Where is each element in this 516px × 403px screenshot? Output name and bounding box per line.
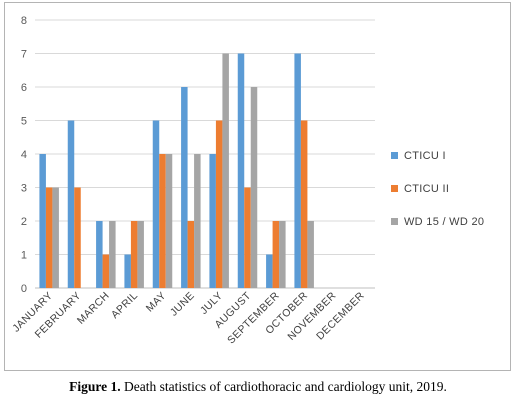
bar-wd-15-wd-20-march <box>109 221 116 288</box>
y-tick-label: 4 <box>21 149 27 161</box>
bar-wd-15-wd-20-june <box>194 154 201 288</box>
bar-wd-15-wd-20-october <box>307 221 314 288</box>
bar-wd-15-wd-20-january <box>52 187 59 288</box>
bar-cticu-i-february <box>67 120 75 288</box>
y-tick-label: 0 <box>21 283 27 295</box>
bar-cticu-i-may <box>152 120 160 288</box>
bar-cticu-ii-may <box>159 154 166 288</box>
bar-cticu-i-august <box>237 53 245 288</box>
x-tick-label: MAY <box>144 290 169 315</box>
bar-cticu-i-september <box>266 254 273 288</box>
bar-cticu-ii-february <box>74 187 81 288</box>
bar-cticu-ii-march <box>102 254 110 288</box>
legend-swatch-series-3 <box>391 218 398 225</box>
caption-text: Death statistics of cardiothoracic and c… <box>120 379 447 394</box>
bar-cticu-i-july <box>209 154 216 288</box>
bar-wd-15-wd-20-july <box>222 53 229 288</box>
legend-label-series-1: CTICU I <box>404 150 446 162</box>
bar-cticu-ii-april <box>130 221 138 288</box>
bar-wd-15-wd-20-may <box>165 154 173 288</box>
bar-cticu-ii-september <box>272 221 280 288</box>
bar-cticu-ii-august <box>244 187 251 288</box>
bar-cticu-i-june <box>181 87 188 288</box>
bar-cticu-i-april <box>124 254 131 288</box>
bar-cticu-i-october <box>294 53 301 288</box>
bar-cticu-ii-july <box>215 120 223 288</box>
y-tick-label: 3 <box>21 183 27 195</box>
legend-swatch-series-1 <box>391 152 398 159</box>
bar-cticu-i-march <box>96 221 103 288</box>
bar-cticu-ii-october <box>300 120 308 288</box>
y-axis-ticks: 0 1 2 3 4 5 6 7 8 <box>21 15 27 295</box>
bar-wd-15-wd-20-september <box>279 221 286 288</box>
y-tick-label: 2 <box>21 216 27 228</box>
legend-swatch-series-2 <box>391 185 398 192</box>
figure-frame <box>4 2 511 371</box>
y-tick-label: 7 <box>21 49 27 61</box>
y-tick-label: 5 <box>21 116 27 128</box>
legend-label-series-3: WD 15 / WD 20 <box>404 216 485 228</box>
bar-wd-15-wd-20-april <box>137 221 144 288</box>
y-tick-label: 8 <box>21 15 27 27</box>
gridlines <box>35 19 375 289</box>
x-tick-label: JUNE <box>168 290 197 319</box>
x-tick-label: APRIL <box>109 290 140 321</box>
caption-label: Figure 1. <box>69 379 121 394</box>
y-tick-label: 6 <box>21 82 27 94</box>
bar-cticu-ii-june <box>187 221 195 288</box>
bar-cticu-i-january <box>39 154 46 288</box>
figure-caption: Figure 1. Death statistics of cardiothor… <box>0 379 516 395</box>
legend-label-series-2: CTICU II <box>404 183 450 195</box>
y-tick-label: 1 <box>21 250 27 262</box>
bars <box>39 53 314 288</box>
bar-wd-15-wd-20-august <box>250 87 258 288</box>
bar-cticu-ii-january <box>45 187 53 288</box>
